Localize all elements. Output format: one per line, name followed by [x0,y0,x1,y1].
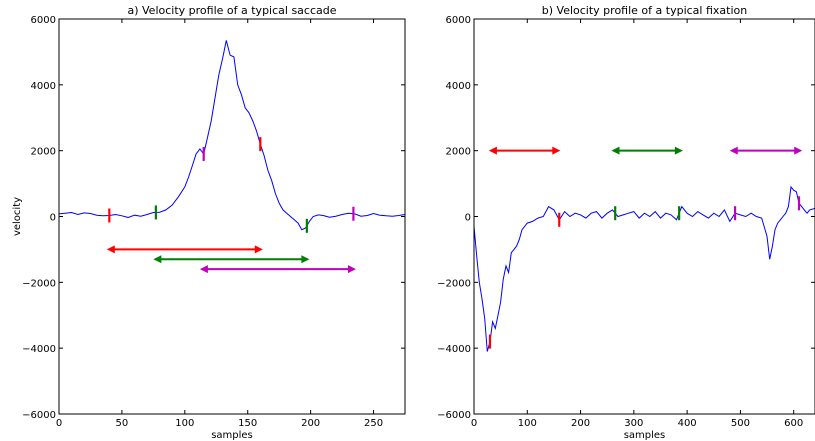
axes-frame [473,18,815,415]
window-arrow-head-right [674,146,683,155]
y-axis-label: velocity [12,197,23,236]
window-arrow-head-right [794,146,803,155]
panel-saccade: 0 50 100 150 200 250 −6000 −4000 −2000 0 2000 4000 6… [12,4,406,441]
x-tick-label: 500 [731,418,750,429]
y-tick-label: −4000 [22,344,56,355]
x-axis-label: samples [624,430,666,441]
y-tick-label: −2000 [22,278,56,289]
chart-title: b) Velocity profile of a typical fixatio… [542,4,747,17]
window-arrow-head-left [611,146,620,155]
window-arrow-head-left [106,245,115,254]
y-tick-label: 6000 [446,15,471,26]
window-arrow-head-left [153,255,162,264]
window-arrow-head-left [488,146,497,155]
y-tick-label: 0 [465,213,471,224]
x-tick-label: 250 [364,418,383,429]
x-tick-label: 200 [571,418,590,429]
x-tick-label: 50 [116,418,129,429]
x-tick-label: 400 [678,418,697,429]
x-tick-label: 600 [784,418,803,429]
window-arrow-head-left [729,146,738,155]
x-tick-label: 200 [301,418,320,429]
window-arrow-head-right [552,146,561,155]
x-tick-label: 0 [471,418,477,429]
window-arrow-head-right [301,255,310,264]
x-tick-label: 300 [624,418,643,429]
chart-title: a) Velocity profile of a typical saccade [127,4,336,17]
window-arrow-head-left [199,265,208,274]
y-tick-label: 0 [50,213,56,224]
x-tick-label: 150 [238,418,257,429]
velocity-series-line [473,185,815,352]
y-tick-label: 4000 [446,81,471,92]
x-tick-label: 100 [175,418,194,429]
x-tick-label: 100 [518,418,537,429]
y-tick-label: 2000 [446,147,471,158]
x-axis-label: samples [211,430,253,441]
y-tick-label: 4000 [31,81,56,92]
y-tick-label: −6000 [22,410,56,421]
y-tick-label: −2000 [437,278,471,289]
window-arrow-head-right [347,265,356,274]
y-tick-label: −6000 [437,410,471,421]
y-tick-label: −4000 [437,344,471,355]
window-arrow-head-right [254,245,263,254]
panel-fixation: 0 100 200 300 400 500 600 −6000 −4000 −2000 0 2000 4… [437,4,815,441]
x-tick-label: 0 [56,418,62,429]
y-tick-label: 6000 [31,15,56,26]
velocity-series-line [58,40,406,231]
y-tick-label: 2000 [31,147,56,158]
